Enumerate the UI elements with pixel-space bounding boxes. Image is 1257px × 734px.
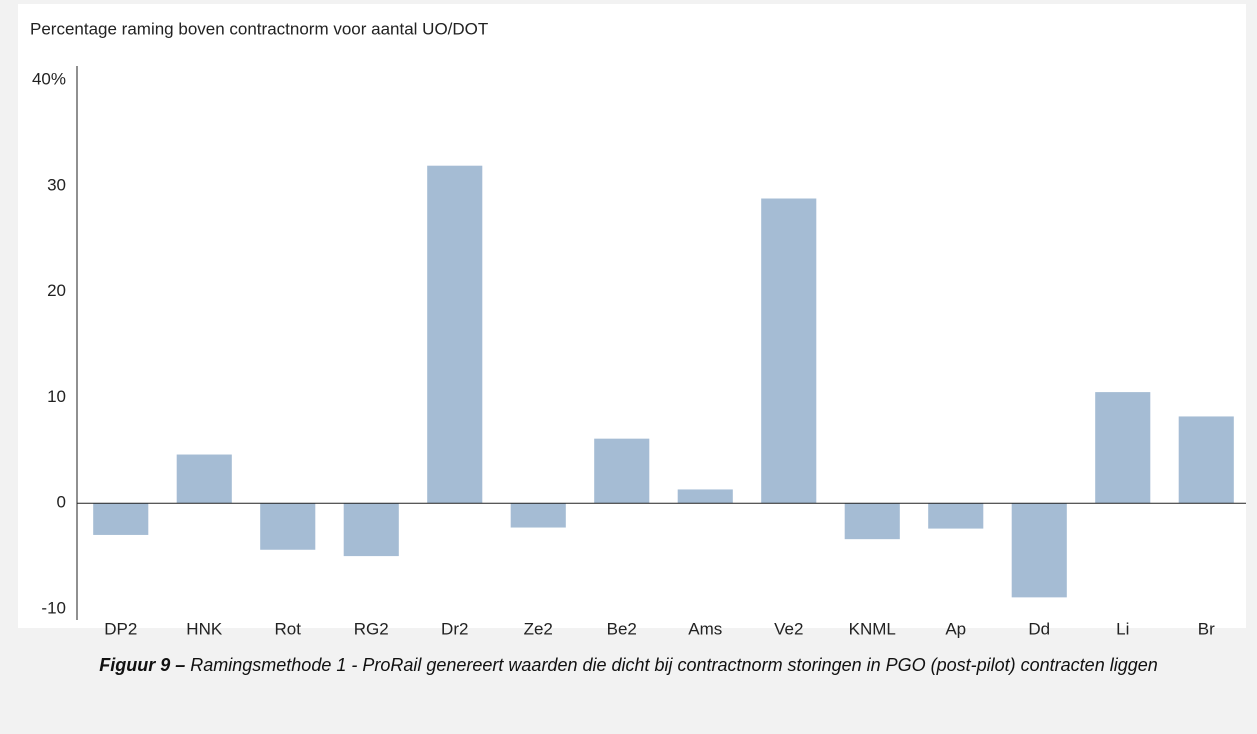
y-tick-label: 20 <box>47 281 66 300</box>
x-tick-label: Li <box>1116 619 1129 638</box>
x-tick-label: Be2 <box>607 619 637 638</box>
bar <box>510 503 566 528</box>
bar <box>844 503 900 540</box>
x-tick-label: Dd <box>1028 619 1050 638</box>
y-tick-label: -10 <box>41 598 66 617</box>
y-tick-label: 10 <box>47 387 66 406</box>
x-tick-label: Dr2 <box>441 619 468 638</box>
y-tick-label: 40% <box>32 69 66 88</box>
x-tick-label: Rot <box>275 619 302 638</box>
x-tick-label: Ve2 <box>774 619 803 638</box>
caption-text: Ramingsmethode 1 - ProRail genereert waa… <box>190 655 1158 675</box>
bar <box>677 489 733 504</box>
bar <box>761 198 817 504</box>
bar <box>1178 416 1234 504</box>
y-tick-label: 0 <box>57 493 66 512</box>
bar <box>928 503 984 529</box>
bar <box>176 454 232 504</box>
x-tick-label: DP2 <box>104 619 137 638</box>
bar <box>260 503 316 550</box>
y-tick-label: 30 <box>47 175 66 194</box>
x-tick-label: Ze2 <box>524 619 553 638</box>
chart-title: Percentage raming boven contractnorm voo… <box>30 19 488 38</box>
bar <box>1095 392 1151 504</box>
x-tick-label: KNML <box>849 619 896 638</box>
caption-label: Figuur 9 – <box>99 655 186 675</box>
bar <box>343 503 399 557</box>
x-tick-label: Ap <box>945 619 966 638</box>
bar <box>1011 503 1067 598</box>
bar <box>427 165 483 504</box>
x-tick-label: Ams <box>688 619 722 638</box>
bar <box>93 503 149 535</box>
x-tick-label: HNK <box>186 619 223 638</box>
x-tick-label: RG2 <box>354 619 389 638</box>
figure-caption: Figuur 9 – Ramingsmethode 1 - ProRail ge… <box>10 654 1247 676</box>
x-tick-label: Br <box>1198 619 1215 638</box>
bar <box>594 438 650 504</box>
